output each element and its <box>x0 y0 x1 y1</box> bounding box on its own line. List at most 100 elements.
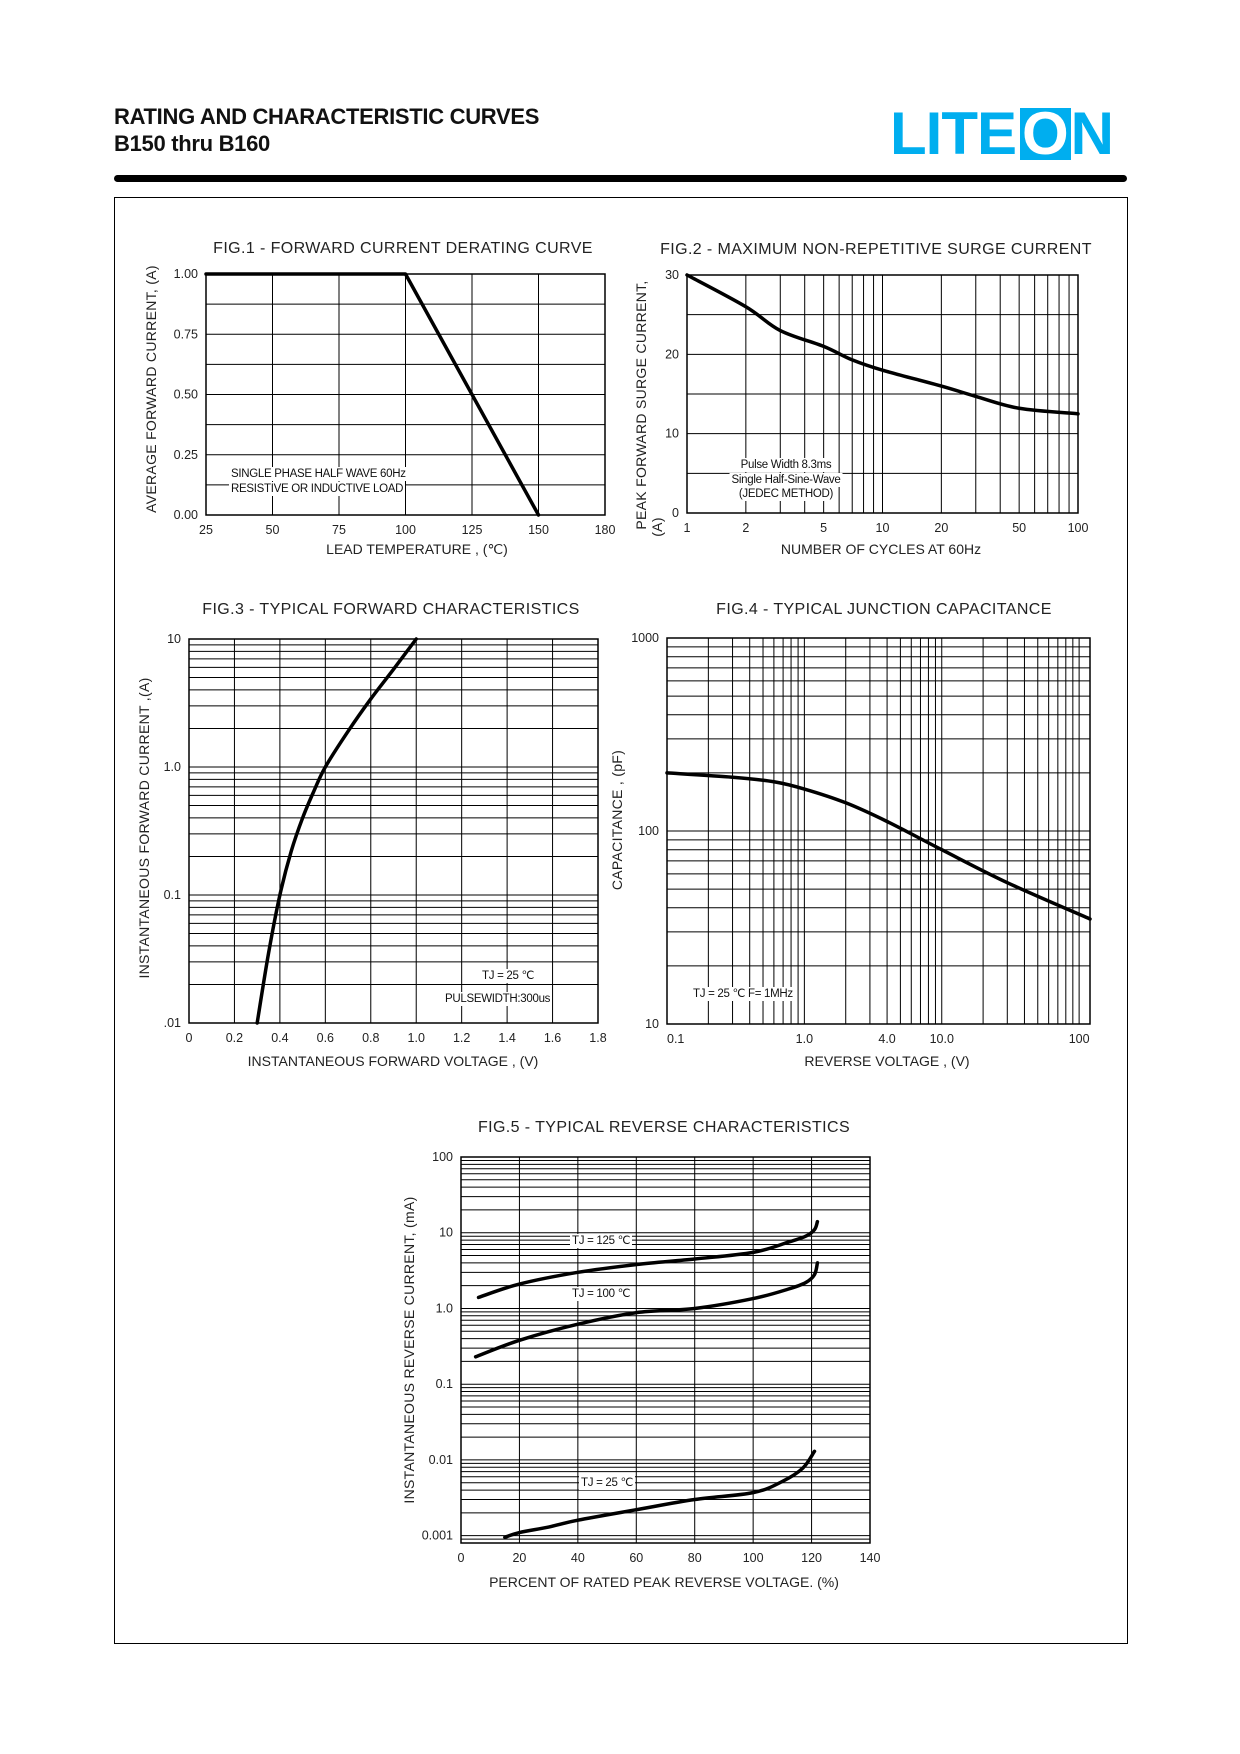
fig2-x-tick-label: 20 <box>934 521 948 535</box>
fig2-y-tick-label: 20 <box>665 347 679 361</box>
fig5-label-100: TJ = 100 ℃ <box>570 1287 633 1301</box>
fig5-title: FIG.5 - TYPICAL REVERSE CHARACTERISTICS <box>477 1119 851 1136</box>
fig1-x-tick-label: 50 <box>266 523 280 537</box>
fig2-x-tick-label: 10 <box>876 521 890 535</box>
fig2-x-tick-label: 2 <box>742 521 749 535</box>
fig3-note-pulse: PULSEWIDTH:300us <box>443 992 553 1006</box>
fig5-y-tick-label: 0.001 <box>422 1529 453 1543</box>
fig5-y-tick-label: 10 <box>439 1226 453 1240</box>
fig2-note-line1: Pulse Width 8.3ms <box>738 458 834 472</box>
fig2-series-line-0 <box>685 273 1080 416</box>
fig1-y-tick-label: 1.00 <box>174 267 198 281</box>
fig1-note-line1: SINGLE PHASE HALF WAVE 60Hz <box>229 467 408 481</box>
fig5-y-tick-label: 0.1 <box>436 1377 453 1391</box>
fig3-x-tick-label: 1.0 <box>408 1031 425 1045</box>
fig3-y-tick-label: 0.1 <box>164 888 181 902</box>
fig3-xlabel: INSTANTANEOUS FORWARD VOLTAGE , (V) <box>247 1053 539 1069</box>
fig4-y-tick-label: 1000 <box>631 631 659 645</box>
fig1-x-tick-label: 100 <box>395 523 416 537</box>
fig5-series-line-2 <box>503 1449 817 1540</box>
fig4-x-tick-label: 4.0 <box>878 1032 895 1046</box>
fig5-series-line-1 <box>473 1261 820 1359</box>
fig4-y-tick-label: 100 <box>638 824 659 838</box>
fig3-note-tj: TJ = 25 ℃ <box>480 969 537 983</box>
fig5-x-tick-label: 120 <box>801 1551 822 1565</box>
fig1-series-line-0 <box>204 272 541 517</box>
fig2-note-line3: (JEDEC METHOD) <box>736 487 836 501</box>
fig3-y-tick-label: 1.0 <box>164 760 181 774</box>
fig3-x-tick-label: 0.8 <box>362 1031 379 1045</box>
fig3-y-tick-label: 10 <box>167 632 181 646</box>
fig1-y-tick-label: 0.75 <box>174 327 198 341</box>
fig2-note-line2: Single Half-Sine-Wave <box>729 473 843 487</box>
fig5-x-tick-label: 60 <box>629 1551 643 1565</box>
fig3-x-tick-label: 1.2 <box>453 1031 470 1045</box>
page-title: RATING AND CHARACTERISTIC CURVES <box>114 104 540 129</box>
fig3-x-tick-label: 1.4 <box>498 1031 515 1045</box>
fig3-x-tick-label: 0 <box>186 1031 193 1045</box>
fig5-x-tick-label: 80 <box>688 1551 702 1565</box>
fig3-series-line-0 <box>255 637 418 1025</box>
fig5-y-tick-label: 1.0 <box>436 1301 453 1315</box>
fig1-title: FIG.1 - FORWARD CURRENT DERATING CURVE <box>213 240 593 257</box>
page-subtitle: B150 thru B160 <box>114 131 270 156</box>
fig4-note: TJ = 25 ℃ F= 1MHz <box>691 987 795 1001</box>
fig2-title: FIG.2 - MAXIMUM NON-REPETITIVE SURGE CUR… <box>660 241 1092 258</box>
fig1-x-tick-label: 180 <box>595 523 616 537</box>
fig5-series-line-0 <box>476 1219 820 1300</box>
fig5-x-tick-label: 0 <box>458 1551 465 1565</box>
fig3-plot-border <box>188 638 599 1024</box>
fig1-y-tick-label: 0.25 <box>174 448 198 462</box>
fig4-x-tick-label: 1.0 <box>796 1032 813 1046</box>
liteon-logo: LITE O N <box>890 100 1115 167</box>
fig5-label-125: TJ = 125 ℃ <box>570 1234 633 1248</box>
fig3-x-tick-label: 0.2 <box>226 1031 243 1045</box>
fig4-x-tick-label: 0.1 <box>667 1032 684 1046</box>
fig4-plot-border <box>666 637 1091 1025</box>
fig3-y-tick-label: .01 <box>164 1016 181 1030</box>
fig5-xlabel: PERCENT OF RATED PEAK REVERSE VOLTAGE. (… <box>489 1574 839 1590</box>
fig5-x-tick-label: 40 <box>571 1551 585 1565</box>
fig1-x-tick-label: 75 <box>332 523 346 537</box>
fig5-label-25: TJ = 25 ℃ <box>579 1476 636 1490</box>
charts-frame <box>114 197 1128 1644</box>
fig1-y-tick-label: 0.00 <box>174 508 198 522</box>
fig2-x-tick-label: 50 <box>1012 521 1026 535</box>
fig5-y-tick-label: 100 <box>432 1150 453 1164</box>
fig1-note-line2: RESISTIVE OR INDUCTIVE LOAD <box>229 482 406 496</box>
fig4-ylabel: CAPACITANCE , (pF) <box>609 749 625 891</box>
fig3-ylabel: INSTANTANEOUS FORWARD CURRENT ,(A) <box>136 677 152 979</box>
fig3-x-tick-label: 0.4 <box>271 1031 288 1045</box>
fig5-x-tick-label: 140 <box>860 1551 881 1565</box>
fig1-y-tick-label: 0.50 <box>174 388 198 402</box>
fig2-ylabel-line2: (A) <box>649 517 665 537</box>
fig3-x-tick-label: 0.6 <box>317 1031 334 1045</box>
fig4-x-tick-label: 100 <box>1069 1032 1090 1046</box>
fig3-x-tick-label: 1.6 <box>544 1031 561 1045</box>
header-divider <box>114 175 1127 182</box>
fig5-y-tick-label: 0.01 <box>429 1453 453 1467</box>
fig2-y-tick-label: 10 <box>665 427 679 441</box>
fig4-title: FIG.4 - TYPICAL JUNCTION CAPACITANCE <box>716 601 1052 618</box>
fig1-xlabel: LEAD TEMPERATURE , (℃) <box>326 541 508 557</box>
fig4-x-tick-label: 10.0 <box>930 1032 954 1046</box>
fig3-x-tick-label: 1.8 <box>589 1031 606 1045</box>
fig1-x-tick-label: 150 <box>528 523 549 537</box>
fig2-y-tick-label: 30 <box>665 268 679 282</box>
fig1-ylabel: AVERAGE FORWARD CURRENT, (A) <box>143 265 159 513</box>
fig5-plot-border <box>460 1156 871 1544</box>
fig1-x-tick-label: 25 <box>199 523 213 537</box>
fig1-x-tick-label: 125 <box>462 523 483 537</box>
fig2-x-tick-label: 1 <box>684 521 691 535</box>
fig5-ylabel: INSTANTANEOUS REVERSE CURRENT, (mA) <box>401 1196 417 1504</box>
fig2-xlabel: NUMBER OF CYCLES AT 60Hz <box>780 541 982 557</box>
fig5-x-tick-label: 100 <box>743 1551 764 1565</box>
fig4-y-tick-label: 10 <box>645 1017 659 1031</box>
fig3-title: FIG.3 - TYPICAL FORWARD CHARACTERISTICS <box>202 601 580 618</box>
fig2-x-tick-label: 100 <box>1068 521 1089 535</box>
fig5-x-tick-label: 20 <box>512 1551 526 1565</box>
fig2-ylabel-line1: PEAK FORWARD SURGE CURRENT, <box>633 280 649 530</box>
fig4-series-line-0 <box>665 771 1092 921</box>
